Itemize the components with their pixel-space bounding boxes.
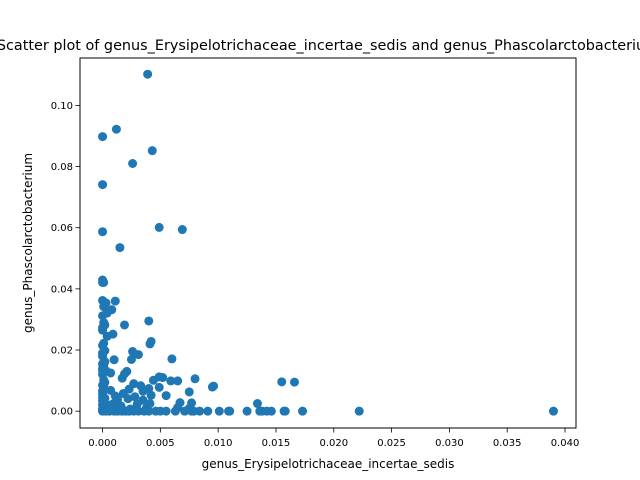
- data-point: [98, 325, 108, 335]
- data-point: [180, 406, 190, 416]
- data-point: [144, 316, 154, 326]
- data-point: [242, 406, 252, 416]
- data-point: [99, 277, 109, 287]
- data-point: [133, 350, 143, 360]
- data-point: [138, 386, 148, 396]
- data-point: [161, 406, 171, 416]
- data-point: [154, 222, 164, 232]
- data-point: [548, 406, 558, 416]
- data-point: [214, 406, 224, 416]
- x-axis-label: genus_Erysipelotrichaceae_incertae_sedis: [202, 457, 455, 471]
- data-point: [145, 339, 155, 349]
- data-point: [184, 387, 194, 397]
- data-point: [170, 406, 180, 416]
- chart-title: Scatter plot of genus_Erysipelotrichacea…: [0, 38, 640, 54]
- data-point: [115, 243, 125, 253]
- data-point: [277, 377, 287, 387]
- data-point: [110, 296, 120, 306]
- x-tick-label: 0.005: [146, 438, 175, 449]
- data-point: [98, 180, 108, 190]
- y-tick-label: 0.10: [51, 101, 73, 112]
- data-point: [143, 69, 153, 79]
- y-tick-label: 0.00: [51, 407, 73, 418]
- data-point: [98, 132, 108, 142]
- data-point: [154, 382, 164, 392]
- data-point: [128, 159, 138, 168]
- data-point: [130, 392, 140, 402]
- x-tick-label: 0.000: [88, 438, 117, 449]
- data-point: [144, 406, 154, 416]
- data-point: [148, 375, 158, 385]
- data-point: [98, 311, 108, 321]
- x-tick-label: 0.010: [204, 438, 233, 449]
- data-points: [98, 69, 558, 416]
- data-point: [203, 406, 213, 416]
- x-tick-label: 0.015: [262, 438, 291, 449]
- data-point: [266, 406, 276, 416]
- x-tick-label: 0.035: [493, 438, 522, 449]
- data-point: [289, 377, 299, 387]
- data-point: [173, 376, 183, 386]
- x-tick-label: 0.040: [551, 438, 580, 449]
- data-point: [298, 406, 308, 416]
- data-point: [146, 390, 156, 400]
- plot-area-frame: [79, 57, 577, 429]
- data-point: [354, 406, 364, 416]
- data-point: [147, 146, 157, 156]
- y-tick-label: 0.06: [51, 223, 73, 234]
- data-point: [109, 355, 119, 365]
- x-axis-ticks: 0.000 0.005 0.010 0.015 0.020 0.025 0.030 0.035…: [88, 428, 579, 449]
- y-axis-ticks: 0.00 0.02 0.04 0.06 0.08 0.10: [51, 101, 80, 418]
- data-point: [161, 391, 171, 401]
- data-point: [106, 368, 116, 378]
- x-tick-label: 0.030: [435, 438, 464, 449]
- data-point: [111, 124, 121, 134]
- y-tick-label: 0.08: [51, 162, 73, 173]
- data-point: [166, 376, 176, 386]
- data-point: [117, 373, 127, 383]
- data-point: [195, 406, 205, 416]
- y-tick-label: 0.04: [51, 284, 73, 295]
- data-point: [280, 406, 290, 416]
- data-point: [225, 406, 235, 416]
- data-point: [177, 225, 187, 235]
- y-tick-label: 0.02: [51, 346, 73, 357]
- data-point: [167, 354, 177, 364]
- data-point: [123, 394, 133, 404]
- data-point: [207, 382, 217, 392]
- x-tick-label: 0.025: [377, 438, 406, 449]
- data-point: [98, 227, 108, 237]
- x-tick-label: 0.020: [319, 438, 348, 449]
- y-axis-label: genus_Phascolarctobacterium: [21, 153, 35, 333]
- data-point: [120, 320, 130, 330]
- data-point: [252, 399, 262, 409]
- data-point: [190, 374, 200, 384]
- data-point: [102, 331, 112, 341]
- data-point: [126, 355, 136, 364]
- data-point: [158, 373, 168, 383]
